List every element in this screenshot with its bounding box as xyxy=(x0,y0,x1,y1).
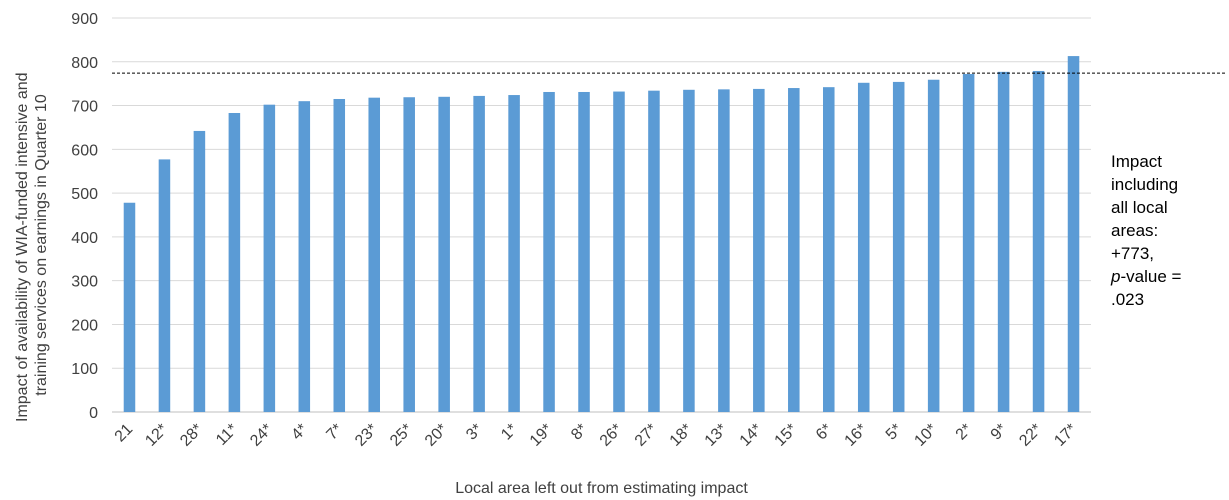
bar xyxy=(333,98,346,412)
y-tick-label: 300 xyxy=(71,274,98,291)
bar xyxy=(228,112,241,413)
annotation-line: areas: xyxy=(1111,221,1159,240)
bar xyxy=(543,91,555,413)
bar xyxy=(438,96,450,413)
bar xyxy=(1067,56,1080,412)
x-tick-label: 27* xyxy=(632,421,661,450)
x-tick-label: 11* xyxy=(213,421,241,449)
bar xyxy=(788,88,800,413)
annotation-pvalue-number: .023 xyxy=(1111,290,1145,309)
x-tick-label: 14* xyxy=(737,421,766,450)
y-tick-label: 100 xyxy=(71,361,98,378)
y-tick-label: 200 xyxy=(71,317,98,334)
x-axis-ticks: 21 12* 28* 11* 24* 4* 7* 23* 25* 20* 3* 1* 19* 8* 26* 2… xyxy=(112,421,1081,450)
x-tick-label: 5* xyxy=(883,421,906,444)
bar xyxy=(892,81,905,412)
y-tick-label: 500 xyxy=(71,186,98,203)
x-tick-label: 19* xyxy=(527,421,556,450)
x-tick-label: 13* xyxy=(702,421,731,450)
bar xyxy=(857,82,870,413)
bar xyxy=(927,79,940,412)
bar xyxy=(997,71,1010,412)
x-tick-label: 6* xyxy=(813,421,836,444)
bar xyxy=(403,97,415,412)
annotation-line: Impact xyxy=(1111,152,1163,171)
annotation-line: including xyxy=(1111,175,1179,194)
y-tick-label: 600 xyxy=(71,142,98,159)
x-tick-label: 26* xyxy=(597,421,626,450)
x-tick-label: 9* xyxy=(988,421,1011,444)
x-tick-label: 17* xyxy=(1051,421,1080,450)
bar xyxy=(263,104,276,413)
x-tick-label: 20* xyxy=(422,421,451,450)
x-tick-label: 18* xyxy=(667,421,696,450)
x-tick-label: 28* xyxy=(177,421,206,450)
pvalue-symbol: p xyxy=(1111,267,1121,286)
x-tick-label: 10* xyxy=(911,421,940,450)
bar xyxy=(368,97,381,413)
y-tick-label: 0 xyxy=(89,405,98,422)
annotation-line: all local xyxy=(1111,198,1168,217)
bars xyxy=(123,56,1080,413)
x-tick-label: 23* xyxy=(352,421,381,450)
x-tick-label: 1* xyxy=(498,421,521,444)
bar xyxy=(298,101,311,412)
x-tick-label: 8* xyxy=(568,421,591,444)
bar xyxy=(123,202,136,412)
annotation-pvalue: p-value = xyxy=(1111,265,1226,288)
x-tick-label: 4* xyxy=(288,421,311,444)
y-axis-title-line-2: training services on earnings in Quarter… xyxy=(33,94,50,396)
x-tick-label: 12* xyxy=(142,421,171,450)
gridlines xyxy=(112,17,1091,413)
bar xyxy=(683,89,695,412)
x-tick-label: 21 xyxy=(112,421,137,446)
y-tick-label: 400 xyxy=(71,230,98,247)
bar xyxy=(473,95,485,413)
x-tick-label: 2* xyxy=(953,421,976,444)
x-axis-title: Local area left out from estimating impa… xyxy=(455,480,748,497)
x-tick-label: 25* xyxy=(387,421,416,450)
y-tick-label: 800 xyxy=(71,55,98,72)
bar xyxy=(613,91,625,413)
y-axis-ticks: 0 100 200 300 400 500 600 700 800 900 xyxy=(71,11,98,422)
bar xyxy=(718,89,730,412)
bar xyxy=(578,91,590,413)
x-tick-label: 22* xyxy=(1016,421,1045,450)
bar xyxy=(962,74,975,412)
y-axis-title-line-1: Impact of availability of WIA-funded int… xyxy=(14,72,31,422)
annotation-line: +773, xyxy=(1111,244,1155,263)
x-tick-label: 15* xyxy=(772,421,801,450)
bar xyxy=(508,95,520,412)
bar xyxy=(158,159,171,412)
x-tick-label: 24* xyxy=(247,421,276,450)
bar xyxy=(1032,70,1045,413)
x-tick-label: 16* xyxy=(842,421,871,450)
bar xyxy=(648,90,660,412)
pvalue-label: -value = xyxy=(1120,267,1182,286)
x-tick-label: 3* xyxy=(463,421,486,444)
impact-annotation: Impact including all local areas: +773, … xyxy=(1111,150,1226,311)
bar xyxy=(753,88,765,413)
bar xyxy=(822,87,835,413)
y-axis-title: Impact of availability of WIA-funded int… xyxy=(14,68,50,422)
y-tick-label: 900 xyxy=(71,11,98,28)
x-tick-label: 7* xyxy=(323,421,346,444)
bar xyxy=(193,130,206,413)
y-tick-label: 700 xyxy=(71,99,98,116)
